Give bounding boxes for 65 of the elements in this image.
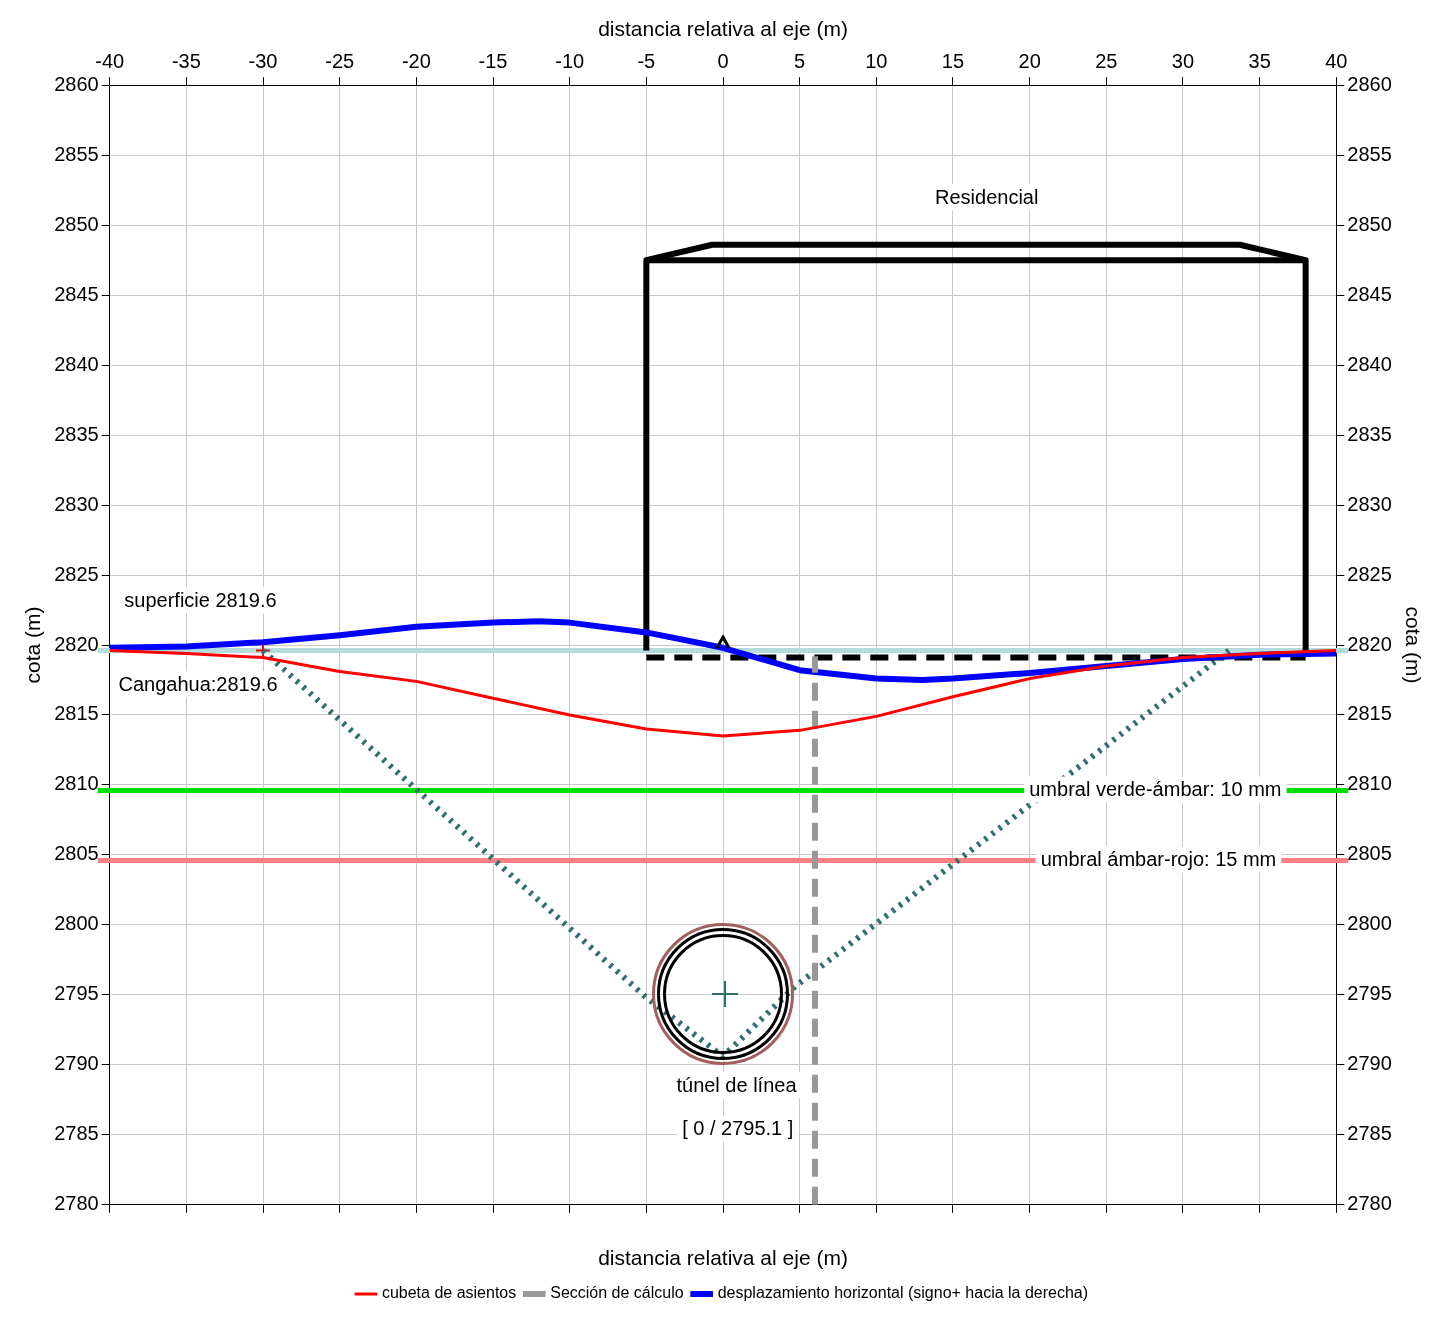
legend-label: cubeta de asientos [381,1284,517,1302]
annotation: Residencial [935,185,1039,208]
y2-tick-label: 2790 [1347,1052,1392,1075]
x-tick-label: 25 [1095,49,1118,72]
x-tick-label: -10 [555,49,585,72]
x-tick-label: -40 [95,49,125,72]
x-tick-label: -25 [325,49,355,72]
y-tick-label: 2780 [54,1192,99,1215]
x-tick-label: 10 [865,49,888,72]
y2-tick-label: 2840 [1347,352,1392,375]
annotation: superficie 2819.6 [124,588,277,611]
y-tick-label: 2830 [54,492,99,515]
y-tick-label: 2835 [54,422,99,445]
x-tick-label: -30 [248,49,278,72]
y-tick-label: 2845 [54,282,99,305]
y2-tick-label: 2830 [1347,492,1392,515]
annotation: umbral ámbar-rojo: 15 mm [1040,848,1277,871]
x-axis-title: distancia relativa al eje (m) [598,17,848,41]
y-tick-label: 2855 [54,142,99,165]
x-tick-label: -20 [401,49,431,72]
y2-tick-label: 2780 [1347,1192,1392,1215]
y-tick-label: 2815 [54,702,99,725]
y-tick-label: 2840 [54,352,99,375]
y2-tick-label: 2815 [1347,702,1392,725]
x-tick-label: -35 [171,49,201,72]
y2-tick-label: 2860 [1347,72,1392,95]
y2-tick-label: 2825 [1347,562,1392,585]
y2-tick-label: 2855 [1347,142,1392,165]
y2-tick-label: 2845 [1347,282,1392,305]
x-tick-label: 15 [941,49,965,72]
x-tick-label: 20 [1018,49,1041,72]
y2-axis-title: cota (m) [1401,606,1425,684]
x-tick-label: -5 [637,49,656,72]
annotation: Cangahua:2819.6 [118,672,278,695]
y-tick-label: 2785 [54,1122,99,1145]
y2-tick-label: 2795 [1347,982,1392,1005]
x-tick-label: -15 [478,49,508,72]
y-tick-label: 2850 [54,212,99,235]
y-tick-label: 2795 [54,982,99,1005]
annotation: túnel de línea [676,1073,798,1096]
y2-tick-label: 2805 [1347,842,1392,865]
y2-tick-label: 2835 [1347,422,1392,445]
x2-axis-title: distancia relativa al eje (m) [598,1246,848,1270]
y-tick-label: 2820 [54,632,99,655]
y2-tick-label: 2820 [1347,632,1392,655]
x-tick-label: 40 [1325,49,1348,72]
y-tick-label: 2860 [54,72,99,95]
x-tick-label: 5 [794,49,806,72]
x-tick-label: 0 [717,49,729,72]
annotation: umbral verde-ámbar: 10 mm [1029,778,1282,801]
legend-label: desplazamiento horizontal (signo+ hacia la derecha) [717,1284,1089,1302]
y2-tick-label: 2850 [1347,212,1392,235]
legend-label: Sección de cálculo [550,1284,684,1302]
annotation: [ 0 / 2795.1 ] [682,1117,794,1140]
y2-tick-label: 2800 [1347,912,1392,935]
x-tick-label: 35 [1248,49,1271,72]
y-tick-label: 2825 [54,562,99,585]
x-tick-label: 30 [1171,49,1195,72]
y-tick-label: 2810 [54,772,99,795]
y-tick-label: 2790 [54,1052,99,1075]
y2-tick-label: 2785 [1347,1122,1392,1145]
y2-tick-label: 2810 [1347,772,1392,795]
y-axis-title: cota (m) [21,606,45,684]
y-tick-label: 2800 [54,912,99,935]
y-tick-label: 2805 [54,842,99,865]
